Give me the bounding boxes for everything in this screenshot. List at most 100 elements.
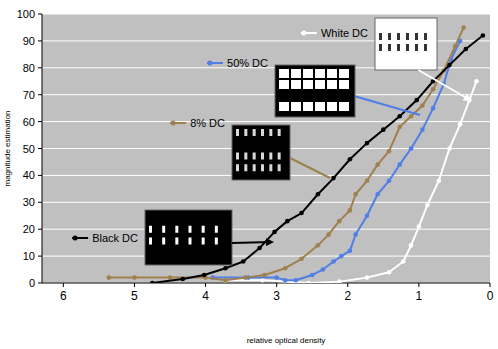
- y-tick-label: 100: [17, 8, 35, 20]
- series-point: [260, 278, 265, 283]
- x-tick: [205, 283, 206, 287]
- series-point: [339, 254, 344, 259]
- inset-pattern: [149, 226, 152, 233]
- connector: [232, 242, 272, 243]
- series-point: [431, 106, 436, 111]
- inset-pattern: [379, 44, 382, 51]
- inset-pattern: [291, 80, 301, 89]
- series-point: [348, 208, 353, 213]
- grid-line: [42, 202, 490, 203]
- inset-pattern: [189, 238, 192, 245]
- series-point: [299, 211, 304, 216]
- y-tick: [38, 14, 42, 15]
- inset-pattern: [162, 226, 165, 233]
- series-point: [331, 176, 336, 181]
- series-point: [387, 178, 392, 183]
- y-tick-label: 10: [23, 250, 35, 262]
- inset-pattern: [327, 102, 337, 111]
- series-point: [348, 248, 353, 253]
- series-label: Black DC: [92, 232, 138, 244]
- inset-pattern: [253, 164, 256, 171]
- series-point: [409, 146, 414, 151]
- series-point: [375, 162, 380, 167]
- inset-pattern: [244, 153, 247, 160]
- series-point: [397, 125, 402, 130]
- y-tick: [38, 202, 42, 203]
- series-point: [202, 273, 207, 278]
- series-point: [337, 279, 342, 283]
- series-point: [365, 141, 370, 146]
- y-tick: [38, 121, 42, 122]
- y-tick: [38, 175, 42, 176]
- x-tick-label: 0: [487, 289, 494, 303]
- series-point: [223, 278, 228, 283]
- inset-pattern: [253, 153, 256, 160]
- chart: 01020304050607080901006543210relative op…: [0, 0, 498, 349]
- series-point: [414, 98, 419, 103]
- series-point: [294, 278, 299, 283]
- connector: [355, 96, 420, 115]
- series-point: [306, 281, 311, 283]
- inset-pattern: [202, 226, 205, 233]
- series-point: [299, 256, 304, 261]
- legend-marker: [207, 61, 212, 66]
- series-point: [447, 63, 452, 68]
- connector: [418, 70, 470, 100]
- series-point: [348, 157, 353, 162]
- series-point: [181, 277, 186, 282]
- series-label: 50% DC: [227, 57, 268, 69]
- series-point: [241, 259, 246, 264]
- inset-pattern: [397, 44, 400, 51]
- y-tick: [38, 94, 42, 95]
- series-point: [283, 278, 288, 283]
- y-tick-label: 70: [23, 89, 35, 101]
- inset-pattern: [303, 102, 313, 111]
- inset-pattern: [278, 153, 281, 160]
- series-point: [353, 192, 358, 197]
- inset-pattern: [215, 238, 218, 245]
- series-point: [316, 243, 321, 248]
- series-point: [316, 192, 321, 197]
- series-point: [150, 281, 155, 283]
- series-point: [321, 267, 326, 272]
- series-point: [464, 47, 469, 52]
- inset-pattern: [339, 80, 349, 89]
- inset-picture: [232, 125, 290, 180]
- inset-pattern: [291, 102, 301, 111]
- y-tick-label: 40: [23, 169, 35, 181]
- series-point: [283, 266, 288, 271]
- y-tick-label: 60: [23, 116, 35, 128]
- inset-pattern: [397, 33, 400, 40]
- inset-pattern: [236, 164, 239, 171]
- plot-background: [42, 14, 490, 283]
- series-point: [353, 232, 358, 237]
- y-axis-label: magnitude estimation: [3, 110, 12, 186]
- inset-picture: [145, 210, 232, 265]
- inset-pattern: [244, 129, 247, 136]
- series-point: [397, 114, 402, 119]
- y-tick: [38, 256, 42, 257]
- x-tick-label: 4: [202, 289, 209, 303]
- series-label: 8% DC: [190, 117, 225, 129]
- inset-pattern: [339, 102, 349, 111]
- inset-pattern: [424, 44, 427, 51]
- series-point: [431, 87, 436, 92]
- series-point: [365, 178, 370, 183]
- series-point: [168, 275, 173, 280]
- series-point: [420, 127, 425, 132]
- inset-pattern: [253, 129, 256, 136]
- inset-pattern: [379, 33, 382, 40]
- inset-pattern: [269, 129, 272, 136]
- inset-pattern: [339, 69, 349, 78]
- inset-pattern: [315, 69, 325, 78]
- series-point: [481, 33, 486, 38]
- inset-pattern: [278, 164, 281, 171]
- series-point: [461, 25, 466, 30]
- y-tick-label: 90: [23, 35, 35, 47]
- inset-pattern: [279, 69, 289, 78]
- series-point: [107, 275, 112, 280]
- inset-pattern: [415, 44, 418, 51]
- series-point: [447, 146, 452, 151]
- y-tick: [38, 229, 42, 230]
- grid-line: [42, 283, 490, 284]
